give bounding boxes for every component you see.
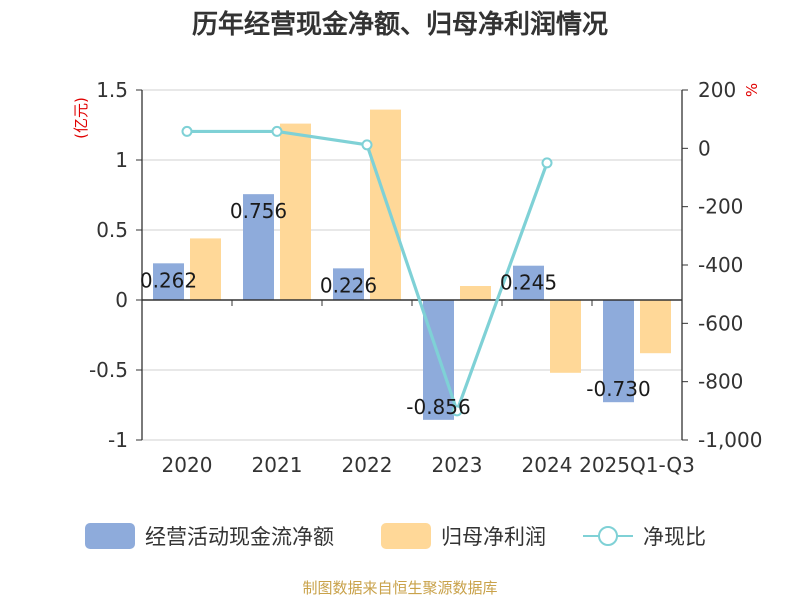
right-tick-label: 0	[698, 136, 711, 160]
cashflow-bar	[603, 300, 634, 403]
legend-label: 经营活动现金流净额	[145, 525, 334, 549]
ratio-point	[271, 125, 283, 137]
right-axis-unit: %	[743, 83, 761, 97]
category-label: 2023	[432, 453, 483, 477]
data-label: 0.245	[500, 271, 557, 295]
netprofit-bar	[550, 300, 581, 373]
cashflow-bar	[333, 268, 364, 300]
data-label: -0.856	[406, 395, 470, 419]
ratio-line	[181, 125, 553, 417]
netprofit-bar	[370, 109, 401, 300]
netprofit-bar	[190, 238, 221, 300]
ratio-point	[181, 125, 193, 137]
left-tick-label: 1.5	[96, 78, 128, 102]
left-tick-label: -0.5	[89, 358, 128, 382]
data-label: 0.226	[320, 273, 377, 297]
category-label: 2020	[162, 453, 213, 477]
cashflow-bar	[513, 265, 544, 300]
right-tick-label: -200	[698, 195, 743, 219]
chart-title: 历年经营现金净额、归母净利润情况	[192, 9, 608, 40]
left-tick-label: -1	[108, 428, 128, 452]
source-note: 制图数据来自恒生聚源数据库	[302, 579, 497, 597]
right-tick-label: -800	[698, 370, 743, 394]
ratio-line-path	[187, 129, 549, 416]
ratio-point	[451, 405, 463, 417]
left-axis-unit: (亿元)	[72, 97, 90, 139]
data-label: 0.756	[230, 199, 287, 223]
ratio-point	[541, 157, 553, 169]
right-tick-label: -1,000	[698, 428, 762, 452]
netprofit-bar	[460, 286, 491, 300]
right-tick-label: -600	[698, 311, 743, 335]
left-tick-label: 0.5	[96, 218, 128, 242]
right-tick-label: -400	[698, 253, 743, 277]
right-tick-label: 200	[698, 78, 736, 102]
cashflow-bar	[153, 263, 184, 300]
legend-label: 净现比	[643, 525, 706, 549]
axes	[136, 89, 688, 441]
ratio-point	[361, 139, 373, 151]
bars	[153, 109, 671, 420]
category-label: 2022	[342, 453, 393, 477]
legend: 经营活动现金流净额 归母净利润 净现比	[85, 523, 706, 549]
netprofit-bar	[280, 123, 311, 300]
legend-label: 归母净利润	[441, 525, 546, 549]
left-tick-label: 0	[115, 288, 128, 312]
data-label: 0.262	[140, 268, 197, 292]
netprofit-bar	[640, 300, 671, 354]
left-tick-label: 1	[115, 148, 128, 172]
category-label: 2024	[522, 453, 573, 477]
category-label: 2025Q1-Q3	[579, 453, 695, 477]
legend-swatch-ratio-marker	[598, 526, 618, 546]
data-labels: 0.262 0.756 0.226 -0.856 0.245 -0.730	[140, 199, 651, 419]
legend-swatch-cashflow	[85, 523, 135, 549]
data-label: -0.730	[586, 377, 650, 401]
legend-swatch-netprofit	[381, 523, 431, 549]
cashflow-bar	[243, 194, 274, 300]
category-label: 2021	[252, 453, 303, 477]
tick-labels: 1.5 1 0.5 0 -0.5 -1 200 0 -200 -400 -600 -800 -1,000…	[89, 78, 763, 477]
